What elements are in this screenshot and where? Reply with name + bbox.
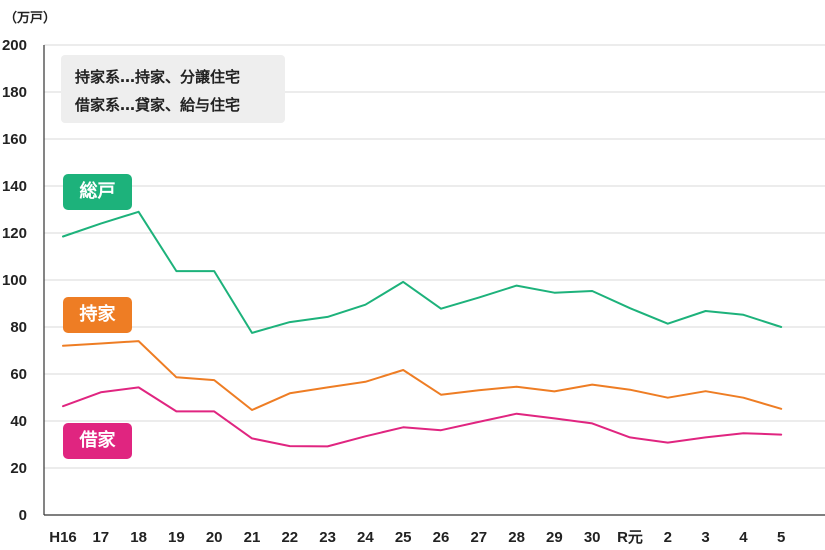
series-line-1 — [62, 340, 783, 411]
y-tick-label: 0 — [19, 507, 27, 524]
series-label-total: 総戸 — [63, 174, 132, 210]
y-tick-label: 60 — [10, 366, 27, 383]
x-tick-label: 29 — [546, 529, 563, 546]
x-tick-label: R元 — [617, 529, 643, 546]
series-lines — [62, 210, 783, 448]
y-tick-label: 100 — [2, 272, 27, 289]
x-tick-label: 21 — [244, 529, 261, 546]
x-tick-label: 28 — [508, 529, 525, 546]
x-tick-label: 27 — [470, 529, 487, 546]
x-tick-label: 19 — [168, 529, 185, 546]
x-tick-label: 5 — [777, 529, 785, 546]
x-tick-label: 17 — [92, 529, 109, 546]
y-tick-label: 120 — [2, 225, 27, 242]
x-tick-label: 4 — [739, 529, 748, 546]
series-label-rental: 借家 — [63, 423, 132, 459]
gridlines — [44, 44, 825, 516]
note-line-rental: 借家系…貸家、給与住宅 — [75, 96, 241, 114]
x-tick-label: 3 — [701, 529, 709, 546]
y-tick-label: 200 — [2, 37, 27, 54]
y-tick-label: 80 — [10, 319, 27, 336]
series-line-0 — [62, 210, 783, 334]
y-tick-label: 40 — [10, 413, 27, 430]
y-tick-label: 140 — [2, 178, 27, 195]
x-tick-label: 18 — [130, 529, 147, 546]
x-tick-label: 26 — [433, 529, 450, 546]
series-label-owner: 持家 — [63, 297, 132, 333]
y-tick-label: 180 — [2, 84, 27, 101]
y-tick-label: 20 — [10, 460, 27, 477]
note-line-owner: 持家系…持家、分譲住宅 — [75, 68, 241, 86]
x-tick-label: 20 — [206, 529, 223, 546]
x-tick-label: H16 — [49, 529, 77, 546]
y-axis-ticks: 0 20 40 60 80 100 120 140 160 180 200 — [2, 37, 27, 524]
x-tick-label: 25 — [395, 529, 412, 546]
x-tick-label: 23 — [319, 529, 336, 546]
x-axis-ticks: H16 17 18 19 20 21 22 23 24 25 26 27 28 29 30 R元 2 3 4 5 — [49, 529, 785, 546]
x-tick-label: 2 — [664, 529, 672, 546]
x-tick-label: 30 — [584, 529, 601, 546]
y-tick-label: 160 — [2, 131, 27, 148]
legend-note-box: 持家系…持家、分譲住宅 借家系…貸家、給与住宅 — [61, 55, 285, 123]
series-line-2 — [62, 386, 783, 448]
x-tick-label: 22 — [281, 529, 298, 546]
x-tick-label: 24 — [357, 529, 374, 546]
y-axis-unit-label: （万戸） — [4, 10, 56, 25]
